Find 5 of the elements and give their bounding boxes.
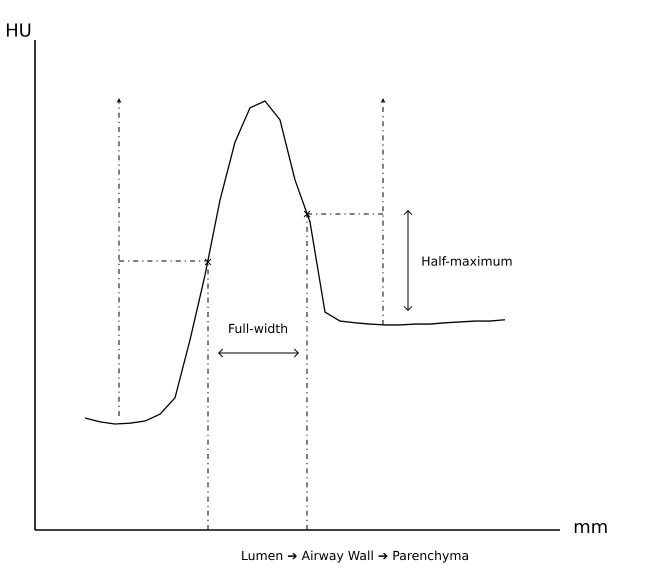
annotation: Half-maximum <box>422 256 512 266</box>
annotation: Full-width <box>229 324 288 334</box>
x-axis-title: mm <box>574 522 607 534</box>
y-axis-title: HU <box>6 23 30 37</box>
text: Lumen ➔ Airway Wall ➔ Parenchyma <box>242 550 468 563</box>
